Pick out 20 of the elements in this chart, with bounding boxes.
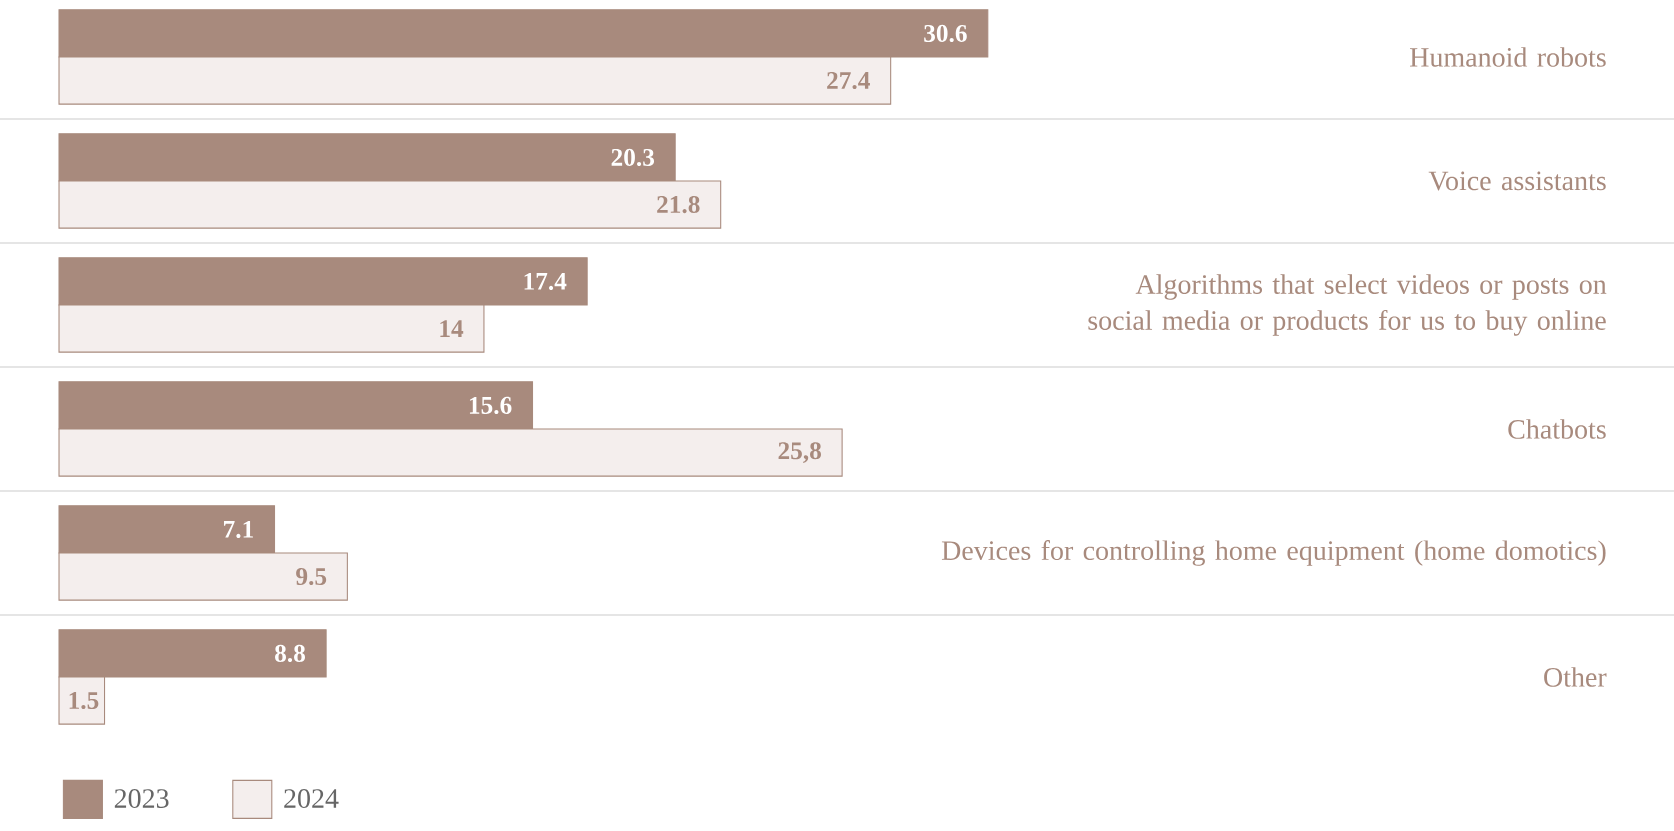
y-tick-label: Other [1544, 667, 1607, 687]
data-label: 17.4 [524, 272, 567, 290]
data-label: 25,8 [778, 442, 821, 463]
data-label: 21.8 [657, 195, 700, 214]
data-label: 14 [440, 320, 464, 337]
legend-label: 2023 [114, 789, 169, 808]
y-tick-label: Chatbots [1508, 419, 1606, 439]
data-label: 8.8 [275, 644, 305, 663]
data-label: 20.3 [611, 148, 655, 167]
legend-label: 2024 [284, 789, 339, 808]
y-tick-label: Devices for controlling home equipment (home domotics) [941, 540, 1606, 566]
data-label: 1.5 [69, 692, 99, 710]
y-tick-label: Humanoid robots [1410, 47, 1606, 67]
data-label: 9.5 [296, 567, 327, 586]
y-tick-label: Voice assistants [1428, 171, 1606, 191]
data-label: 27.4 [827, 71, 870, 90]
data-label: 30.6 [924, 24, 967, 43]
data-label: 7.1 [224, 520, 253, 538]
y-tick-label: Algorithms that select videos or posts on social media or products for us to buy online [1088, 274, 1607, 336]
data-label: 15.6 [469, 396, 512, 414]
